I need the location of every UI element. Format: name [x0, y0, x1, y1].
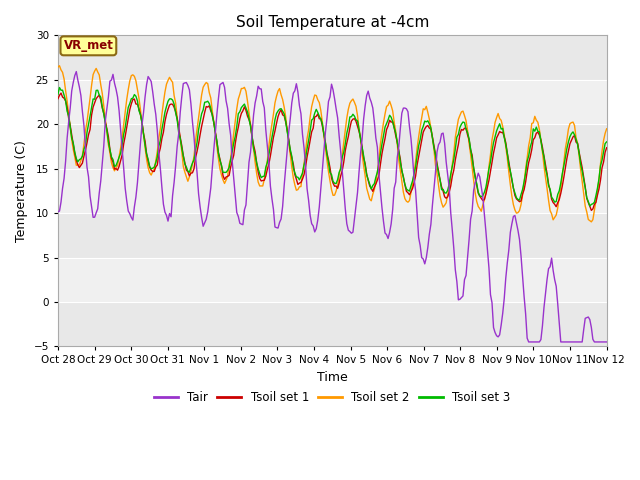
- Bar: [58, 302, 607, 347]
- Title: Soil Temperature at -4cm: Soil Temperature at -4cm: [236, 15, 429, 30]
- Bar: [58, 124, 607, 168]
- Bar: [58, 213, 607, 257]
- Y-axis label: Temperature (C): Temperature (C): [15, 140, 28, 242]
- Bar: [58, 36, 607, 80]
- Text: VR_met: VR_met: [63, 39, 113, 52]
- Bar: [58, 168, 607, 213]
- X-axis label: Time: Time: [317, 371, 348, 384]
- Bar: [58, 257, 607, 302]
- Legend: Tair, Tsoil set 1, Tsoil set 2, Tsoil set 3: Tair, Tsoil set 1, Tsoil set 2, Tsoil se…: [149, 386, 515, 409]
- Bar: [58, 80, 607, 124]
